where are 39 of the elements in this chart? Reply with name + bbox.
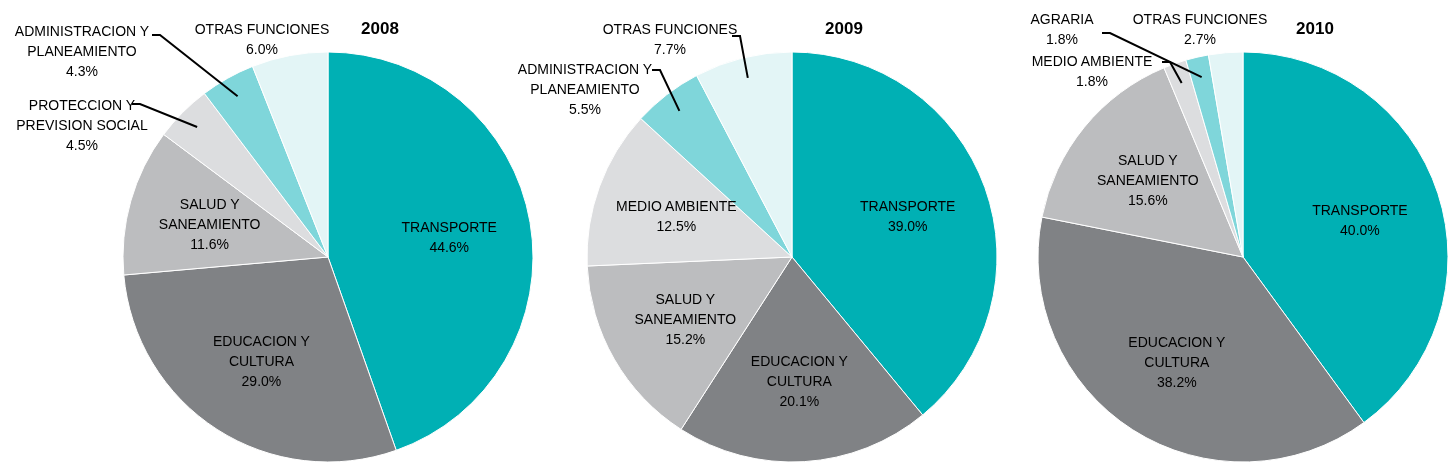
data-label: 38.2% <box>1156 373 1197 390</box>
data-label: 12.5% <box>656 217 697 234</box>
data-label: 15.6% <box>1127 192 1168 209</box>
slice-label: MEDIO AMBIENTE <box>1031 53 1153 69</box>
slice-label: AGRARIA <box>1030 11 1095 27</box>
data-label: 4.3% <box>66 63 98 79</box>
chart-title: 2008 <box>361 19 399 38</box>
slice-label: PROTECCION Y PREVISION SOCIAL <box>16 97 148 133</box>
data-label: 2.7% <box>1184 31 1216 47</box>
data-label: 1.8% <box>1046 31 1078 47</box>
slice-label: TRANSPORTE <box>1312 201 1408 218</box>
data-label: 39.0% <box>887 218 928 235</box>
data-label: 20.1% <box>779 392 820 409</box>
slice-label: MEDIO AMBIENTE <box>616 197 737 214</box>
data-label: 44.6% <box>429 239 470 256</box>
slice-label: SALUD Y SANEAMIENTO <box>634 291 737 328</box>
slice-label: EDUCACION Y CULTURA <box>750 352 849 389</box>
slice-label: ADMINISTRACION Y PLANEAMIENTO <box>517 61 653 97</box>
slice-label: EDUCACION Y CULTURA <box>1128 333 1226 370</box>
data-label: 7.7% <box>654 41 686 57</box>
slice-label: OTRAS FUNCIONES <box>1132 11 1268 27</box>
slice-label: OTRAS FUNCIONES <box>194 21 330 37</box>
chart-title: 2010 <box>1296 19 1334 38</box>
data-label: 4.5% <box>66 137 98 153</box>
slice-label: ADMINISTRACION Y PLANEAMIENTO <box>14 23 150 59</box>
data-label: 5.5% <box>569 101 601 117</box>
slice-label: SALUD Y SANEAMIENTO <box>1096 152 1199 189</box>
slice-label: TRANSPORTE <box>860 198 956 215</box>
data-label: 11.6% <box>190 236 230 253</box>
slice-label: EDUCACION Y CULTURA <box>212 333 311 370</box>
data-label: 29.0% <box>241 373 282 390</box>
slice-label: SALUD Y SANEAMIENTO <box>158 196 261 233</box>
data-label: 40.0% <box>1340 221 1380 238</box>
slice-label: OTRAS FUNCIONES <box>602 21 738 37</box>
chart-title: 2009 <box>825 19 863 38</box>
data-label: 6.0% <box>246 41 278 57</box>
data-label: 1.8% <box>1076 73 1108 89</box>
data-label: 15.2% <box>665 331 706 348</box>
slice-label: TRANSPORTE <box>401 219 497 236</box>
